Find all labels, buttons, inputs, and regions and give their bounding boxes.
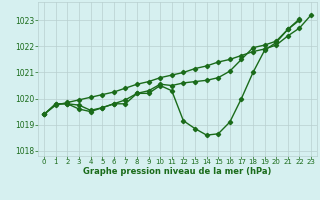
X-axis label: Graphe pression niveau de la mer (hPa): Graphe pression niveau de la mer (hPa) (84, 167, 272, 176)
